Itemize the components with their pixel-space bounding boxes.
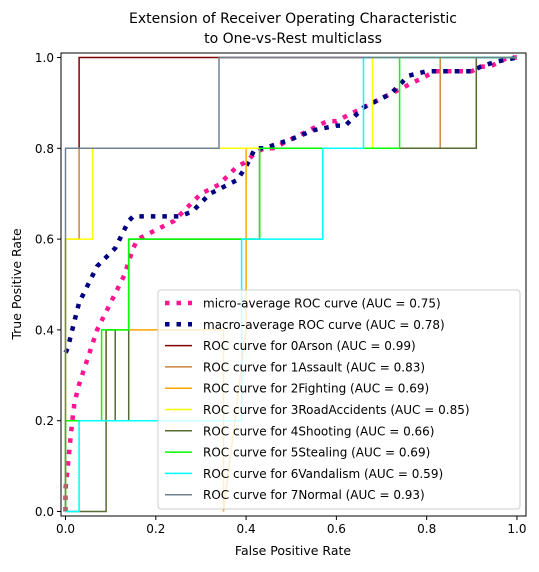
y-tick-label: 0.2	[35, 414, 54, 428]
x-tick-label: 0.4	[237, 522, 256, 536]
x-tick-label: 1.0	[507, 522, 526, 536]
legend-label-5: ROC curve for 3RoadAccidents (AUC = 0.85…	[203, 403, 470, 417]
legend-label-2: ROC curve for 0Arson (AUC = 0.99)	[203, 339, 416, 353]
legend-label-4: ROC curve for 2Fighting (AUC = 0.69)	[203, 382, 429, 396]
legend-label-7: ROC curve for 5Stealing (AUC = 0.69)	[203, 446, 430, 460]
chart-title-line-1: Extension of Receiver Operating Characte…	[129, 11, 457, 27]
legend-label-6: ROC curve for 4Shooting (AUC = 0.66)	[203, 424, 434, 438]
legend-label-1: macro-average ROC curve (AUC = 0.78)	[203, 318, 445, 332]
y-axis-label: True Positive Rate	[9, 228, 24, 341]
y-tick-label: 0.4	[35, 323, 54, 337]
legend-label-8: ROC curve for 6Vandalism (AUC = 0.59)	[203, 467, 443, 481]
series-line-9	[64, 56, 517, 512]
chart-title-line-2: to One-vs-Rest multiclass	[204, 31, 382, 47]
y-tick-label: 0.8	[35, 142, 54, 156]
series-line-0	[63, 55, 517, 512]
y-tick-label: 0.0	[35, 505, 54, 519]
legend-box	[157, 289, 521, 510]
legend-label-3: ROC curve for 1Assault (AUC = 0.83)	[203, 360, 425, 374]
legend: micro-average ROC curve (AUC = 0.75) macr…	[157, 289, 521, 510]
x-tick-label: 0.8	[417, 522, 436, 536]
plot-frame	[60, 52, 527, 517]
y-tick-label: 1.0	[35, 51, 54, 65]
x-tick-label: 0.6	[327, 522, 346, 536]
y-tick-label: 0.6	[35, 233, 54, 247]
series-line-8	[65, 56, 517, 513]
legend-label-9: ROC curve for 7Normal (AUC = 0.93)	[203, 488, 425, 502]
x-axis-label: False Positive Rate	[235, 543, 351, 558]
x-tick-label: 0.2	[146, 522, 165, 536]
x-tick-label: 0.0	[56, 522, 75, 536]
legend-label-0: micro-average ROC curve (AUC = 0.75)	[203, 297, 441, 311]
